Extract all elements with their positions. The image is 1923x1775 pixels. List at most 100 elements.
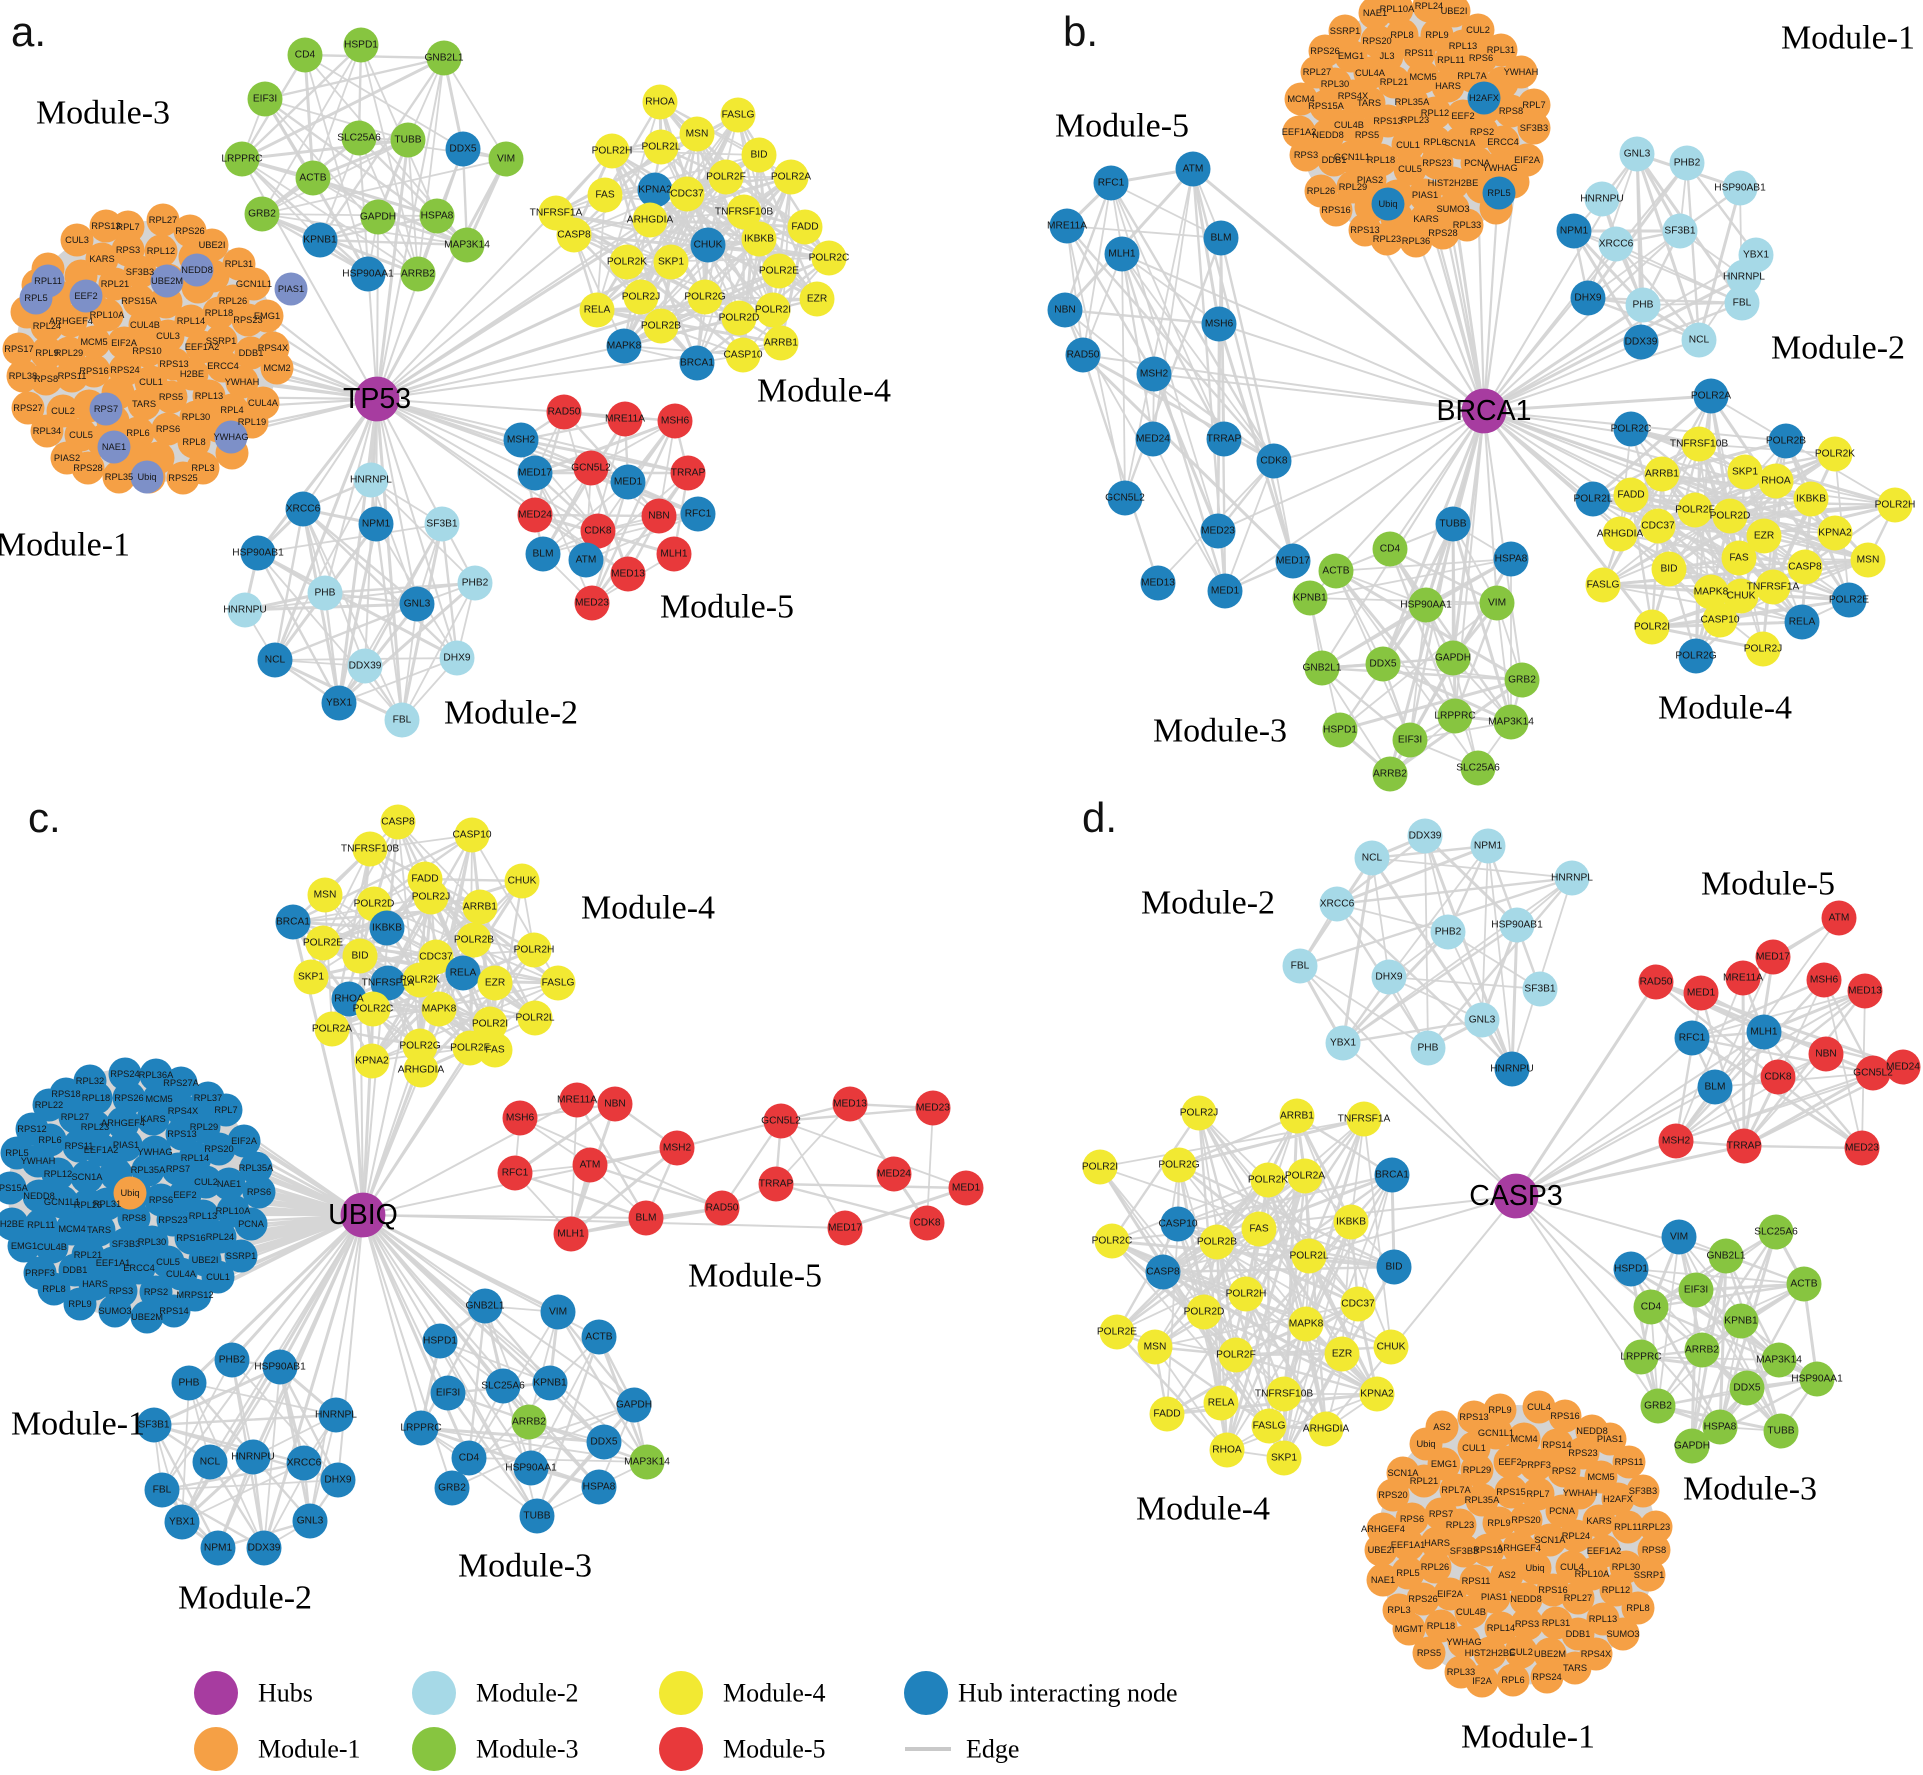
svg-text:RAD50: RAD50 — [548, 407, 581, 418]
svg-text:RPL26: RPL26 — [1421, 1562, 1449, 1572]
svg-text:CASP8: CASP8 — [381, 817, 415, 828]
svg-text:RFC1: RFC1 — [502, 1168, 529, 1179]
svg-text:HSPD1: HSPD1 — [1323, 725, 1357, 736]
svg-text:GNB2L1: GNB2L1 — [424, 53, 463, 64]
svg-text:POLR2C: POLR2C — [1092, 1236, 1133, 1247]
svg-text:POLR2C: POLR2C — [353, 1004, 394, 1015]
svg-text:YWHAH: YWHAH — [225, 377, 260, 387]
svg-text:MSH2: MSH2 — [1662, 1136, 1691, 1147]
svg-text:VIM: VIM — [549, 1307, 567, 1318]
svg-text:ARHGEF4: ARHGEF4 — [1497, 1543, 1541, 1553]
svg-text:POLR2A: POLR2A — [312, 1024, 352, 1035]
svg-text:RPS5: RPS5 — [159, 392, 183, 402]
svg-text:Module-1: Module-1 — [258, 1735, 361, 1764]
svg-text:TUBB: TUBB — [394, 135, 421, 146]
svg-text:RPL10A: RPL10A — [90, 310, 125, 320]
svg-text:c.: c. — [28, 794, 61, 841]
svg-text:RPL7: RPL7 — [116, 222, 139, 232]
svg-text:RPL5: RPL5 — [1487, 188, 1510, 198]
svg-text:RPL11: RPL11 — [34, 276, 62, 286]
svg-text:NEDD8: NEDD8 — [1576, 1426, 1608, 1436]
svg-text:MSH6: MSH6 — [506, 1113, 535, 1124]
svg-text:HSPA8: HSPA8 — [1704, 1422, 1737, 1433]
svg-text:RPL8: RPL8 — [42, 1284, 65, 1294]
svg-text:TARS: TARS — [1563, 1663, 1587, 1673]
svg-text:MED17: MED17 — [1276, 556, 1310, 567]
svg-text:HARS: HARS — [1435, 81, 1461, 91]
svg-text:RAD50: RAD50 — [706, 1203, 739, 1214]
svg-text:RPS7: RPS7 — [1429, 1509, 1453, 1519]
svg-text:RPL35A: RPL35A — [1465, 1495, 1500, 1505]
svg-text:MED23: MED23 — [1845, 1143, 1879, 1154]
svg-text:RPL23: RPL23 — [1401, 115, 1429, 125]
svg-text:MSN: MSN — [686, 129, 709, 140]
svg-text:RPS11: RPS11 — [1405, 48, 1434, 58]
svg-text:Module-3: Module-3 — [1683, 1471, 1817, 1508]
svg-text:RPL33: RPL33 — [1447, 1667, 1475, 1677]
svg-text:PIAS1: PIAS1 — [1597, 1434, 1623, 1444]
svg-text:RPL6: RPL6 — [1501, 1675, 1524, 1685]
svg-text:CUL5: CUL5 — [69, 430, 93, 440]
svg-text:EEF2: EEF2 — [1451, 111, 1474, 121]
svg-text:PHB: PHB — [1418, 1043, 1439, 1054]
svg-text:MED17: MED17 — [1756, 952, 1790, 963]
svg-text:RPL31: RPL31 — [1542, 1618, 1570, 1628]
svg-text:ARHGEF4: ARHGEF4 — [49, 316, 93, 326]
svg-text:AS2: AS2 — [1498, 1570, 1516, 1580]
svg-text:ARRB2: ARRB2 — [1373, 769, 1407, 780]
svg-text:Ubiq: Ubiq — [1525, 1563, 1544, 1573]
svg-text:ARRB1: ARRB1 — [764, 338, 798, 349]
svg-text:MED17: MED17 — [828, 1223, 862, 1234]
svg-text:RPL26: RPL26 — [74, 1200, 102, 1210]
svg-text:GAPDH: GAPDH — [1435, 653, 1471, 664]
svg-text:RPS14: RPS14 — [159, 1306, 188, 1316]
svg-text:AS2: AS2 — [1433, 1422, 1451, 1432]
svg-text:RPS8: RPS8 — [122, 1213, 146, 1223]
svg-text:MSN: MSN — [1857, 555, 1880, 566]
svg-text:RPS3: RPS3 — [1515, 1619, 1539, 1629]
svg-text:RHOA: RHOA — [334, 994, 364, 1005]
svg-text:FAS: FAS — [485, 1045, 504, 1056]
svg-text:RPS27: RPS27 — [13, 403, 42, 413]
svg-text:GCN5L2: GCN5L2 — [1853, 1068, 1893, 1079]
svg-text:RPS13: RPS13 — [1459, 1412, 1488, 1422]
svg-text:PIAS1: PIAS1 — [113, 1140, 139, 1150]
svg-text:UBE2M: UBE2M — [1534, 1649, 1566, 1659]
svg-text:RPL21: RPL21 — [101, 279, 129, 289]
svg-text:RPS6: RPS6 — [149, 1195, 173, 1205]
svg-text:HNRNPU: HNRNPU — [1580, 194, 1624, 205]
svg-text:FBL: FBL — [393, 715, 412, 726]
svg-text:GCN5L2: GCN5L2 — [571, 463, 611, 474]
svg-text:HSP90AA1: HSP90AA1 — [342, 269, 394, 280]
svg-text:MRPS12: MRPS12 — [176, 1290, 213, 1300]
svg-text:UBE2I: UBE2I — [199, 240, 226, 250]
svg-text:ERCC4: ERCC4 — [207, 361, 239, 371]
svg-text:SF3B1: SF3B1 — [426, 519, 457, 530]
svg-text:HSPD1: HSPD1 — [344, 40, 378, 51]
svg-text:KARS: KARS — [1413, 214, 1438, 224]
svg-text:CDK8: CDK8 — [1260, 456, 1288, 467]
svg-text:CUL3: CUL3 — [156, 331, 180, 341]
svg-text:HNRNPU: HNRNPU — [1490, 1064, 1534, 1075]
svg-text:CD4: CD4 — [295, 50, 316, 61]
svg-text:DHX9: DHX9 — [1574, 293, 1602, 304]
svg-text:POLR2F: POLR2F — [450, 1043, 490, 1054]
svg-text:RPL9: RPL9 — [1488, 1405, 1511, 1415]
svg-text:RPL6: RPL6 — [38, 1135, 61, 1145]
svg-text:RPL35A: RPL35A — [131, 1165, 166, 1175]
svg-text:IKBKB: IKBKB — [744, 234, 774, 245]
svg-text:Module-3: Module-3 — [458, 1548, 592, 1585]
svg-text:MAP3K14: MAP3K14 — [1488, 717, 1534, 728]
svg-text:SLC25A6: SLC25A6 — [1456, 763, 1500, 774]
svg-text:GNB2L1: GNB2L1 — [465, 1301, 504, 1312]
svg-text:NBN: NBN — [604, 1099, 626, 1110]
svg-text:RELA: RELA — [1208, 1398, 1235, 1409]
svg-text:RPL6: RPL6 — [1423, 137, 1446, 147]
svg-text:CUL5: CUL5 — [1398, 164, 1422, 174]
svg-text:SCN1A: SCN1A — [1387, 1468, 1419, 1478]
svg-text:FADD: FADD — [791, 222, 818, 233]
svg-text:HSPA8: HSPA8 — [421, 211, 454, 222]
svg-text:DDX5: DDX5 — [590, 1437, 618, 1448]
svg-text:SKP1: SKP1 — [298, 972, 324, 983]
svg-text:NCL: NCL — [1362, 853, 1383, 864]
